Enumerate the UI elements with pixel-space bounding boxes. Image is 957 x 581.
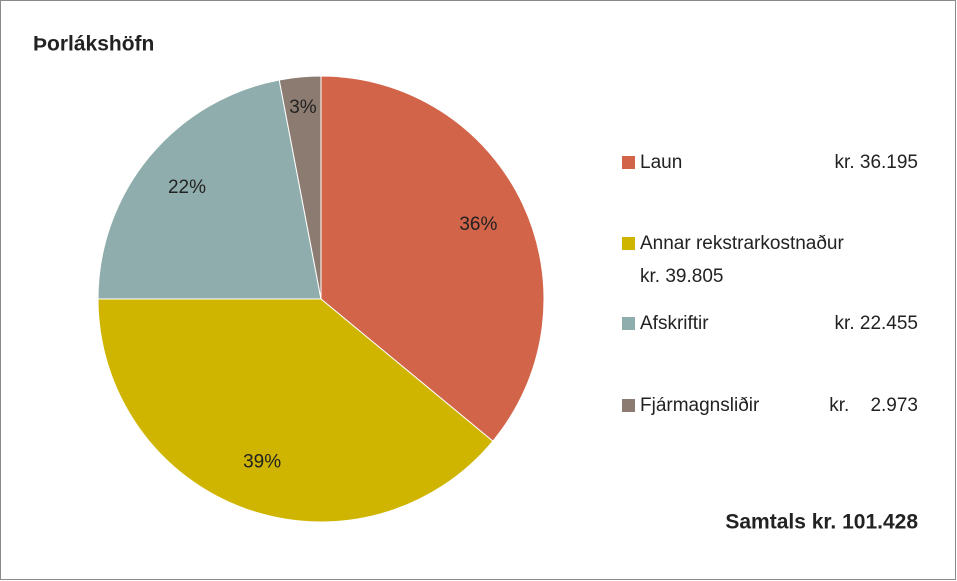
legend-label: Annar rekstrarkostnaður (640, 233, 844, 254)
slice-label: 22% (168, 177, 206, 198)
slice-label: 39% (243, 452, 281, 473)
legend-amount: kr. 36.195 (835, 152, 918, 173)
legend-label: Afskriftir (640, 313, 709, 334)
legend-label: Laun (640, 152, 682, 173)
legend-swatch (622, 399, 635, 412)
legend-swatch (622, 237, 635, 250)
legend-amount: kr. 39.805 (640, 266, 723, 287)
pie-slice (97, 79, 322, 300)
pie-slice (278, 75, 322, 300)
pie-slice (97, 298, 494, 523)
legend-swatch (622, 317, 635, 330)
legend-amount: kr. 22.455 (835, 313, 918, 334)
legend-amount: kr. 2.973 (829, 395, 918, 416)
pie-slice (320, 75, 545, 442)
slice-label: 36% (459, 214, 497, 235)
slice-label: 3% (289, 97, 317, 118)
legend-swatch (622, 156, 635, 169)
chart-title: Þorlákshöfn (33, 33, 154, 56)
legend-label: Fjármagnsliðir (640, 395, 760, 416)
total-annotation: Samtals kr. 101.428 (725, 511, 918, 534)
